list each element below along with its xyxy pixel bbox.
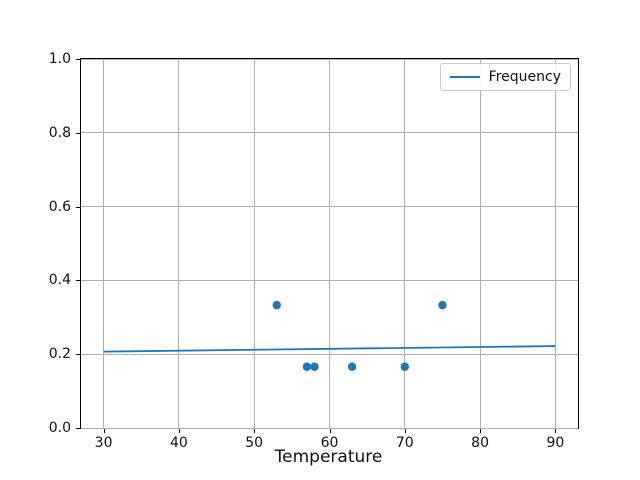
scatter-point [302,362,312,371]
y-gridline [81,353,578,355]
plot-area: Frequency [80,58,579,429]
x-tick-label: 40 [169,435,188,451]
y-gridline [81,427,578,429]
x-tick [254,429,256,433]
y-tick-label: 0.6 [48,198,71,215]
y-tick-label: 1.0 [48,51,71,67]
y-tick-label: 0.0 [48,420,71,436]
y-tick [76,354,80,356]
y-tick [76,59,80,60]
x-tick-label: 90 [546,435,565,451]
trend-line-frequency [103,345,556,353]
x-axis-label: Temperature [274,447,383,467]
x-gridline [329,59,330,428]
x-gridline [253,59,255,428]
y-tick [76,428,80,429]
scatter-point [400,362,410,371]
scatter-point [310,362,319,371]
x-gridline [554,59,556,428]
x-gridline [103,59,105,428]
x-tick-label: 70 [395,435,414,451]
y-gridline [81,279,578,281]
scatter-point [272,300,281,310]
x-tick [329,429,331,433]
y-tick-label: 0.4 [48,272,71,289]
x-tick-label: 60 [320,435,339,451]
y-tick [76,280,80,282]
legend-label: Frequency [488,69,561,85]
x-gridline [178,59,180,428]
x-tick-label: 80 [471,435,490,451]
scatter-point [438,300,447,310]
y-tick-label: 0.2 [48,346,71,363]
scatter-point [347,362,357,371]
x-tick [480,429,482,433]
x-tick [178,429,180,433]
y-gridline [81,58,578,60]
x-tick [103,429,105,433]
x-tick [404,429,406,433]
x-tick [555,429,557,433]
x-tick-label: 30 [94,435,113,451]
x-tick-label: 50 [245,435,264,451]
x-gridline [404,59,406,428]
x-gridline [479,59,481,428]
y-tick [76,132,80,134]
y-gridline [81,132,578,134]
y-tick [76,206,80,208]
y-gridline [81,206,578,208]
plot-canvas [103,300,556,371]
legend: Frequency [439,63,571,91]
legend-line-sample [449,76,480,78]
y-tick-label: 0.8 [48,124,71,141]
